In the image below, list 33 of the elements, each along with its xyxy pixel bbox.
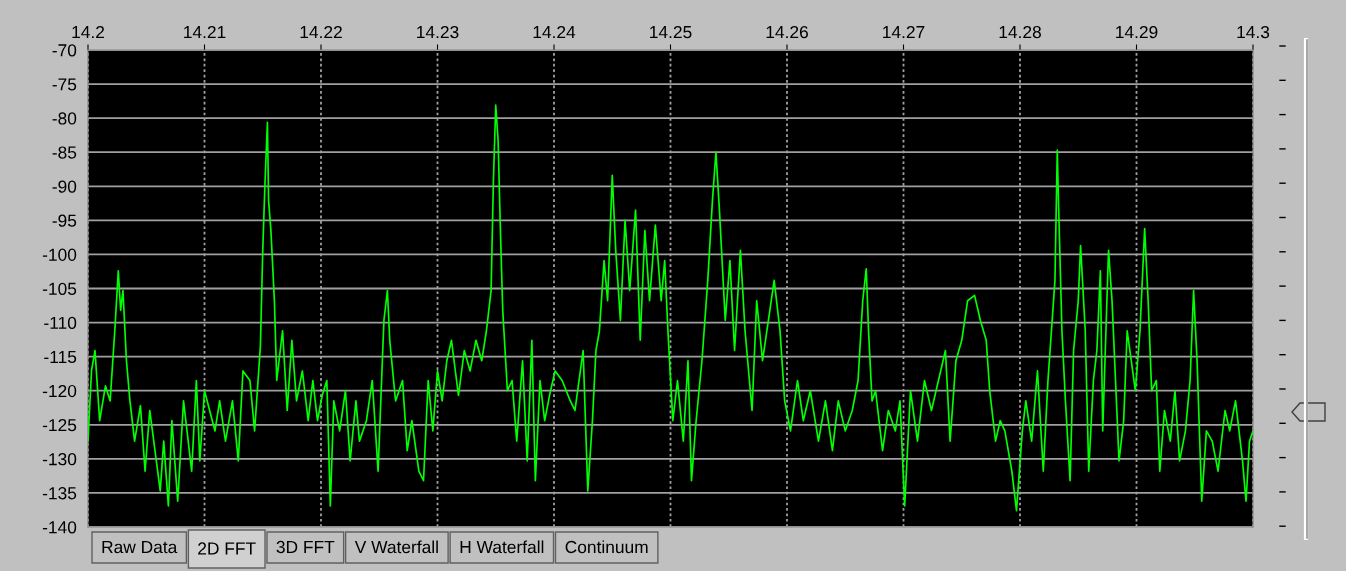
- text: V Waterfall: [354, 540, 438, 554]
- x-tick-label: 14.23: [417, 25, 459, 39]
- y-tick-label: -125: [42, 418, 77, 432]
- y-tick-label: -100: [42, 248, 77, 261]
- y-tick-label: -90: [52, 180, 77, 193]
- text: 3D FFT: [276, 540, 335, 554]
- x-tick-label: 14.2: [72, 25, 105, 39]
- y-tick-label: -115: [44, 350, 77, 364]
- y-tick-label: -75: [52, 78, 77, 91]
- y-tick-label: -120: [42, 384, 77, 398]
- x-tick-label: 14.3: [1237, 25, 1270, 39]
- text: Raw Data: [102, 541, 178, 554]
- y-tick-label: -110: [44, 316, 77, 330]
- y-tick-label: -140: [42, 521, 77, 534]
- y-tick-label: -105: [42, 282, 77, 295]
- line-series: [88, 104, 1253, 512]
- x-tick-label: 14.29: [1116, 25, 1158, 39]
- y-tick-label: -80: [52, 112, 77, 125]
- x-tick-label: 14.27: [883, 25, 925, 39]
- y-tick-label: -85: [52, 146, 77, 159]
- text: Continuum: [565, 540, 648, 554]
- y-tick-label: -70: [52, 44, 77, 57]
- x-tick-label: 14.28: [999, 25, 1041, 39]
- text: H Waterfall: [460, 540, 544, 554]
- x-tick-label: 14.22: [300, 25, 342, 39]
- x-tick-label: 14.21: [184, 25, 226, 39]
- y-tick-label: -130: [42, 453, 77, 466]
- text: 2D FFT: [198, 542, 256, 555]
- y-tick-label: -135: [42, 487, 77, 500]
- x-tick-label: 14.24: [533, 25, 576, 39]
- x-tick-label: 14.26: [766, 25, 808, 39]
- x-tick-label: 14.25: [650, 25, 692, 39]
- y-tick-label: -95: [52, 214, 77, 227]
